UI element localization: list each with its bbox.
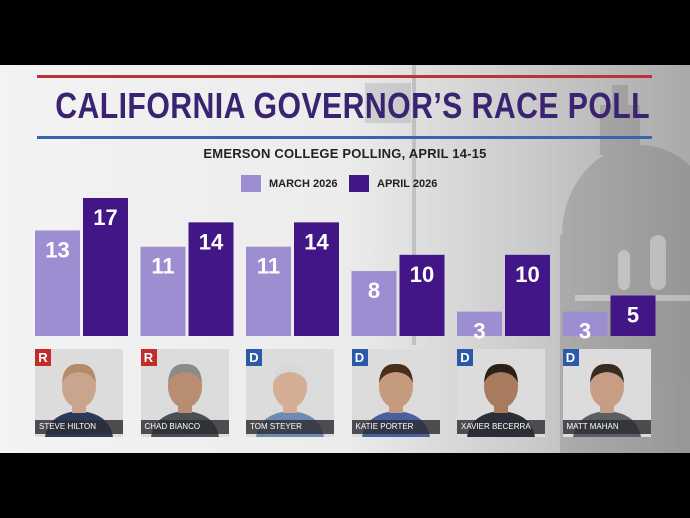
- data-label-april-5: 10: [515, 262, 539, 287]
- candidate-card: D KATIE PORTER: [351, 349, 440, 453]
- data-label-april-2: 14: [199, 229, 224, 254]
- bar-march-2: [140, 246, 186, 336]
- candidate-card: D XAVIER BECERRA: [457, 349, 545, 453]
- party-badge: D: [457, 349, 473, 366]
- chart-title: CALIFORNIA GOVERNOR’S RACE POLL: [55, 85, 651, 126]
- capitol-background: [365, 65, 690, 453]
- poll-graphic: CALIFORNIA GOVERNOR’S RACE POLL EMERSON …: [0, 65, 690, 453]
- data-label-march-2: 11: [151, 254, 174, 279]
- bar-march-3: [246, 246, 291, 336]
- legend-item-march: MARCH 2026: [241, 175, 337, 192]
- party-badge: D: [351, 349, 368, 366]
- candidate-card: R STEVE HILTON: [35, 349, 123, 453]
- legend-label-march: MARCH 2026: [269, 177, 338, 190]
- bar-april-5: [505, 254, 550, 336]
- candidate-name: XAVIER BECERRA: [457, 420, 545, 434]
- data-label-march-1: 13: [45, 237, 69, 262]
- data-label-april-3: 14: [304, 229, 329, 254]
- legend-item-april: APRIL 2026: [349, 175, 437, 192]
- data-label-march-5: 3: [473, 319, 485, 344]
- title-rule-red: [37, 75, 652, 78]
- bar-march-6: [562, 311, 608, 336]
- party-badge: R: [140, 349, 157, 366]
- legend-swatch-april: [349, 175, 369, 192]
- data-label-march-6: 3: [579, 319, 591, 344]
- party-badge: D: [246, 349, 262, 366]
- data-label-march-3: 11: [257, 254, 280, 279]
- legend-label-april: APRIL 2026: [377, 177, 438, 190]
- bar-april-2: [188, 222, 234, 336]
- party-badge: R: [35, 349, 51, 366]
- party-badge: D: [562, 349, 579, 366]
- data-label-april-1: 17: [93, 205, 117, 230]
- candidate-name: KATIE PORTER: [351, 420, 440, 434]
- bar-march-4: [351, 271, 397, 336]
- bar-march-1: [35, 230, 80, 336]
- bar-april-4: [399, 254, 445, 336]
- candidate-name: CHAD BIANCO: [140, 420, 229, 434]
- legend-swatch-march: [241, 175, 261, 192]
- candidate-card: D TOM STEYER: [246, 349, 334, 453]
- title-rule-blue: [37, 136, 652, 139]
- bar-april-3: [294, 222, 339, 336]
- candidate-card: R CHAD BIANCO: [140, 349, 229, 453]
- bar-april-6: [610, 295, 656, 336]
- chart-subtitle: EMERSON COLLEGE POLLING, APRIL 14-15: [203, 146, 487, 161]
- candidate-name: TOM STEYER: [246, 420, 334, 434]
- candidate-name: STEVE HILTON: [35, 420, 123, 434]
- bar-april-1: [83, 198, 128, 336]
- candidate-card: D MATT MAHAN: [562, 349, 651, 453]
- data-label-april-4: 10: [410, 262, 434, 287]
- bar-march-5: [457, 311, 502, 336]
- candidate-name: MATT MAHAN: [562, 420, 651, 434]
- data-label-april-6: 5: [627, 302, 639, 327]
- data-label-march-4: 8: [368, 278, 380, 303]
- bar-chart: 13 17 11 14 11 14 8 10 3 10 3 5: [35, 198, 656, 344]
